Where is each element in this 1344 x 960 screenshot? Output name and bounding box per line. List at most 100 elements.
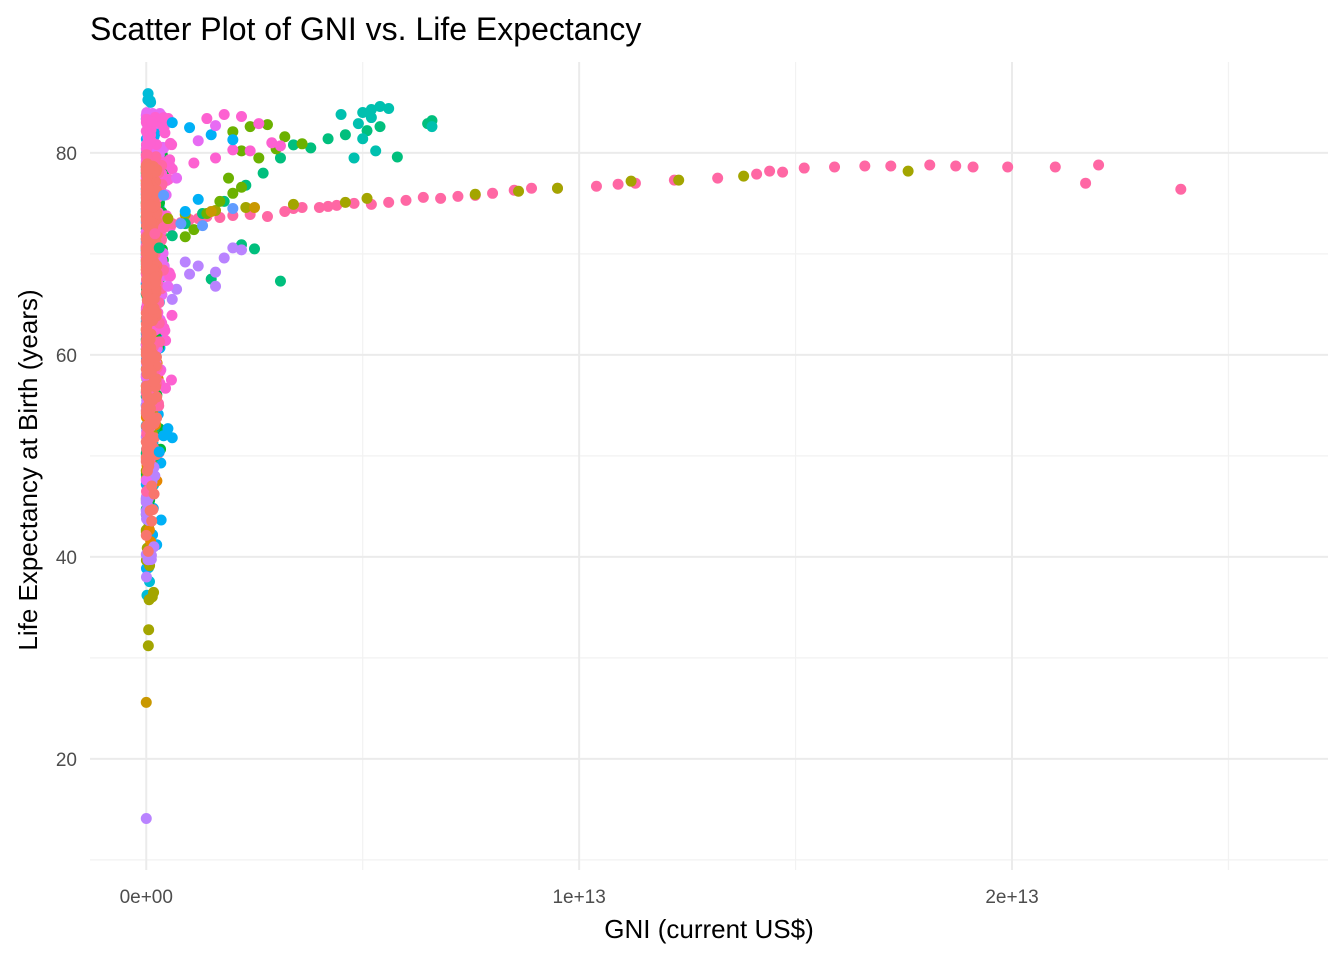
data-point-0-48 (1175, 183, 1187, 195)
data-point-10-0 (140, 696, 152, 708)
data-points (140, 88, 1187, 824)
data-point-0-27 (526, 182, 538, 194)
dense-point-11 (143, 163, 155, 175)
data-point-5-7 (227, 144, 239, 156)
data-point-0-1 (158, 222, 170, 234)
data-point-2-9 (305, 142, 317, 154)
data-point-4-11 (227, 187, 239, 199)
data-point-1-5 (339, 196, 351, 208)
dense-point-11 (141, 328, 153, 340)
data-point-6-1 (184, 122, 196, 134)
data-point-2-18 (248, 243, 260, 255)
data-point-0-10 (261, 211, 273, 223)
dense-point-11 (141, 257, 153, 269)
dense-point-11 (148, 488, 160, 500)
data-point-6-9 (153, 446, 165, 458)
data-point-1-11 (673, 174, 685, 186)
data-point-9-0 (210, 120, 222, 132)
dense-point-5 (148, 586, 160, 598)
data-point-3-3 (374, 100, 386, 112)
data-point-1-10 (625, 175, 637, 187)
dense-point-11 (141, 313, 153, 325)
data-point-4-2 (261, 119, 273, 131)
data-point-6-3 (227, 134, 239, 146)
data-point-0-0 (149, 228, 161, 240)
dense-point-5 (143, 624, 155, 636)
dense-point-11 (145, 216, 157, 228)
data-point-2-13 (374, 121, 386, 133)
data-point-0-21 (417, 191, 429, 203)
y-tick-label: 40 (56, 548, 77, 569)
dense-point-7 (140, 571, 152, 583)
data-point-0-43 (967, 161, 979, 173)
dense-point-11 (149, 272, 161, 284)
data-point-0-13 (296, 201, 308, 213)
data-point-3-4 (383, 102, 395, 114)
dense-point-10 (154, 336, 166, 348)
dense-point-7 (142, 554, 154, 566)
data-point-1-13 (902, 165, 914, 177)
dense-point-11 (151, 391, 163, 403)
x-axis-ticks: 0e+00 1e+13 2e+13 (120, 887, 1039, 908)
y-axis-ticks: 20 40 60 80 (56, 144, 77, 771)
x-tick-label: 1e+13 (552, 887, 605, 908)
grid (90, 62, 1328, 870)
data-point-1-0 (162, 213, 174, 225)
data-point-0-40 (885, 160, 897, 172)
data-point-1-9 (551, 182, 563, 194)
data-point-1-6 (361, 192, 373, 204)
data-point-3-5 (365, 112, 377, 124)
data-point-8-7 (184, 268, 196, 280)
data-point-4-7 (253, 152, 265, 164)
data-point-0-19 (383, 196, 395, 208)
dense-point-11 (141, 391, 153, 403)
data-point-0-17 (348, 197, 360, 209)
data-point-2-19 (274, 275, 286, 287)
data-point-6-7 (162, 423, 174, 435)
data-point-2-10 (322, 133, 334, 145)
y-tick-label: 20 (56, 750, 77, 771)
data-point-9-1 (192, 135, 204, 147)
data-point-0-38 (829, 161, 841, 173)
dense-point-9 (160, 382, 172, 394)
data-point-2-7 (274, 152, 286, 164)
data-point-1-7 (469, 188, 481, 200)
data-point-4-0 (227, 126, 239, 138)
dense-point-11 (147, 504, 159, 516)
data-point-4-14 (179, 231, 191, 243)
data-point-7-1 (175, 218, 187, 230)
dense-point-11 (145, 366, 157, 378)
data-point-8-0 (227, 242, 239, 254)
data-point-4-8 (223, 172, 235, 184)
data-point-11-0 (145, 96, 157, 108)
data-point-0-14 (313, 201, 325, 213)
y-tick-label: 80 (56, 144, 77, 165)
dense-point-11 (141, 177, 153, 189)
data-point-6-5 (179, 205, 191, 217)
x-axis-label: GNI (current US$) (604, 914, 814, 944)
data-point-2-14 (391, 151, 403, 163)
data-point-4-13 (188, 224, 200, 236)
dense-point-9 (164, 137, 176, 149)
dense-point-11 (143, 419, 155, 431)
data-point-0-34 (751, 168, 763, 180)
data-point-7-3 (227, 202, 239, 214)
x-tick-label: 0e+00 (120, 887, 173, 908)
data-point-7-2 (197, 220, 209, 232)
data-point-3-7 (426, 121, 438, 133)
data-point-5-4 (266, 137, 278, 149)
data-point-0-25 (487, 187, 499, 199)
data-point-4-1 (244, 121, 256, 133)
dense-point-9 (159, 127, 171, 139)
data-point-8-9 (166, 293, 178, 305)
dense-point-11 (146, 515, 158, 527)
data-point-0-41 (924, 159, 936, 171)
dense-point-11 (140, 287, 152, 299)
dense-point-9 (159, 325, 171, 337)
data-point-5-9 (188, 157, 200, 169)
dense-point-11 (144, 200, 156, 212)
data-point-4-6 (236, 145, 248, 157)
dense-point-11 (140, 529, 152, 541)
dense-point-11 (147, 303, 159, 315)
